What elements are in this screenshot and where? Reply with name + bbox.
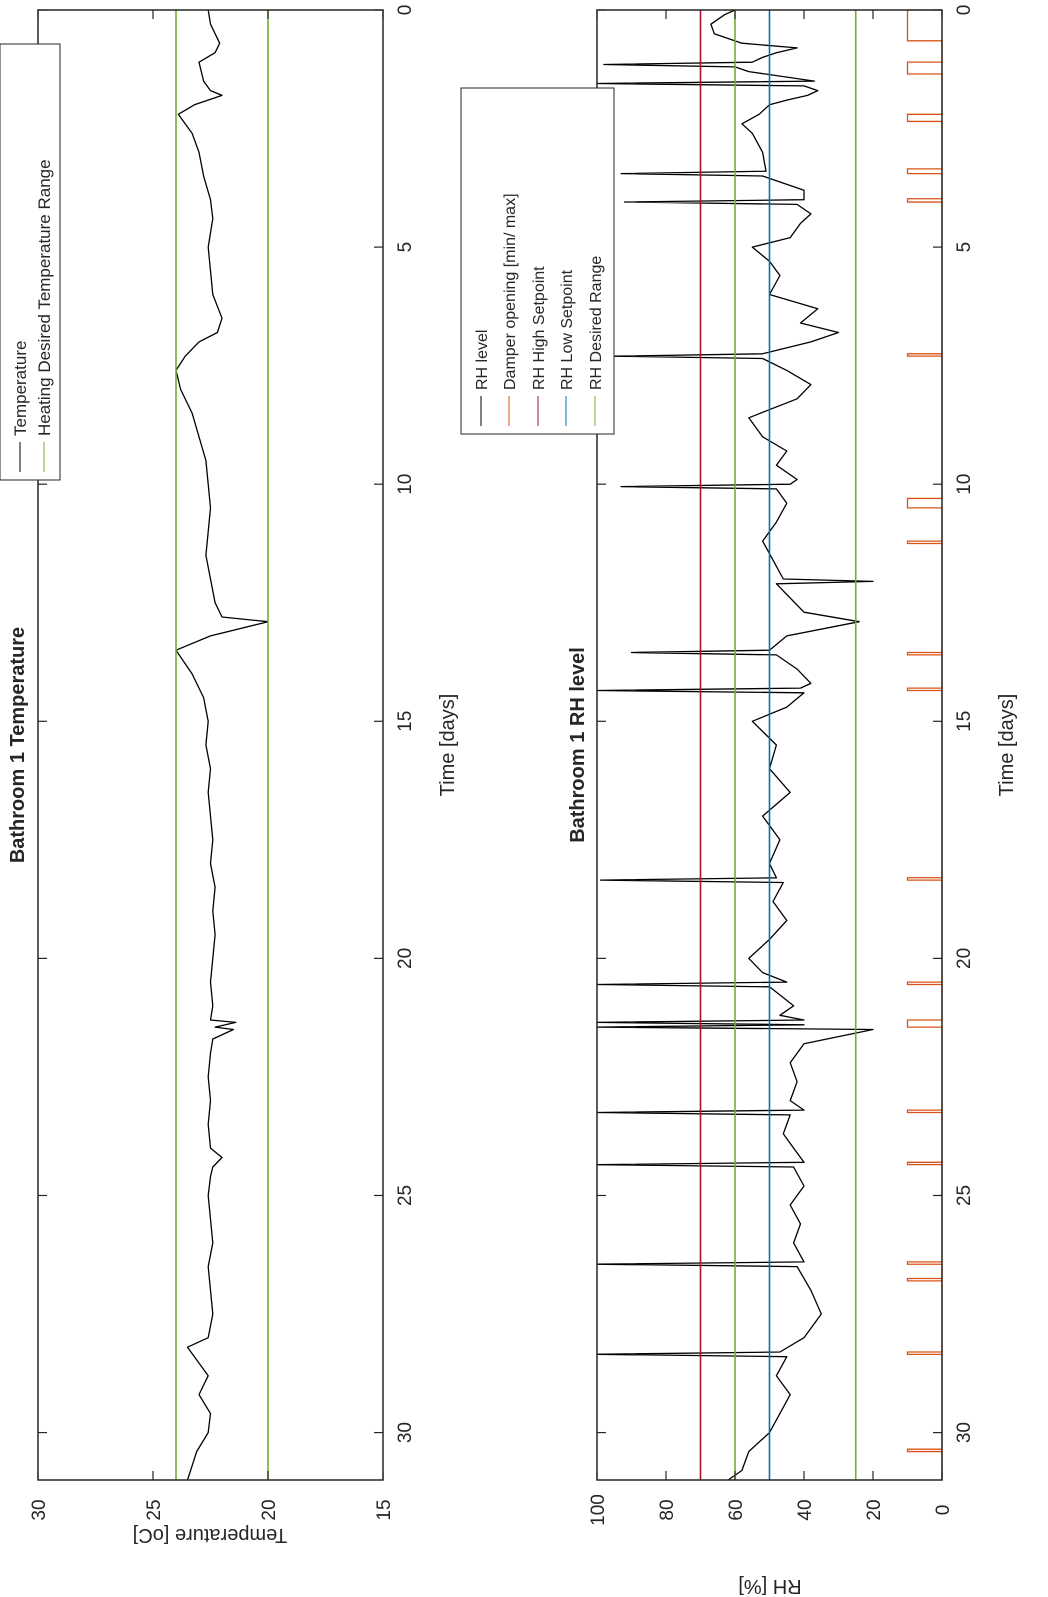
legend-label-rh-high: RH High Setpoint	[531, 266, 548, 390]
y-tick-label: 25	[144, 1499, 165, 1520]
legend-box	[0, 43, 61, 481]
y-tick-label: 40	[795, 1499, 816, 1520]
x-axis-label: Time [days]	[996, 694, 1018, 797]
x-tick-label: 0	[954, 5, 975, 16]
legend: Temperature Heating Desired Temperature …	[0, 43, 61, 481]
y-tick-label: 80	[657, 1499, 678, 1520]
plot-area	[38, 10, 383, 1480]
legend-label-damper: Damper opening [min/ max]	[502, 193, 519, 390]
plot-frame	[596, 9, 943, 1481]
legend-label-temperature: Temperature	[11, 341, 30, 436]
legend-label-rh-level: RH level	[474, 330, 491, 390]
temperature-chart-marks	[175, 9, 269, 1481]
x-tick-label: 5	[395, 242, 416, 253]
legend-label-heating-range: Heating Desired Temperature Range	[35, 159, 54, 436]
y-tick-label: 30	[29, 1499, 50, 1520]
plot-frame	[37, 9, 384, 1481]
x-tick-label: 0	[395, 5, 416, 16]
temperature-series-line	[175, 9, 269, 1481]
y-tick-label: 15	[374, 1499, 395, 1520]
legend: RH level Damper opening [min/ max] RH Hi…	[460, 87, 615, 435]
y-tick-label: 20	[259, 1499, 280, 1520]
y-tick-label: 60	[726, 1499, 747, 1520]
chart-title: Bathroom 1 Temperature	[7, 627, 29, 863]
x-tick-label: 10	[954, 474, 975, 495]
chart-title: Bathroom 1 RH level	[567, 647, 589, 843]
y-tick-label: 100	[588, 1494, 609, 1526]
x-tick-label: 25	[395, 1185, 416, 1206]
y-tick-label: 0	[933, 1505, 954, 1516]
y-axis-label: RH [%]	[738, 1575, 801, 1597]
x-tick-label: 30	[954, 1422, 975, 1443]
rh-chart-ticks: 0 5 10 15 20 25 30 0 20 40 60 80 100	[588, 5, 975, 1526]
x-tick-label: 5	[954, 242, 975, 253]
temperature-chart-ticks: 0 5 10 15 20 25 30 15 20 25 30	[29, 5, 416, 1521]
x-tick-label: 25	[954, 1185, 975, 1206]
temperature-chart: 0 5 10 15 20 25 30 15 20 25 30 Bathroom 1 Temperat…	[0, 5, 459, 1546]
x-tick-label: 20	[395, 948, 416, 969]
rh-chart-marks	[596, 9, 943, 1481]
rh-chart: 0 5 10 15 20 25 30 0 20 40 60 80 100 Bathroom 1 RH l…	[460, 5, 1018, 1597]
y-axis-label: Temperature [oC]	[133, 1524, 288, 1546]
x-axis-label: Time [days]	[437, 694, 459, 797]
x-tick-label: 15	[395, 711, 416, 732]
x-tick-label: 15	[954, 711, 975, 732]
x-tick-label: 30	[395, 1422, 416, 1443]
y-tick-label: 20	[864, 1499, 885, 1520]
legend-box	[460, 87, 615, 435]
legend-label-rh-range: RH Desired Range	[588, 256, 605, 390]
x-tick-label: 20	[954, 948, 975, 969]
legend-label-rh-low: RH Low Setpoint	[559, 269, 576, 390]
x-tick-label: 10	[395, 474, 416, 495]
